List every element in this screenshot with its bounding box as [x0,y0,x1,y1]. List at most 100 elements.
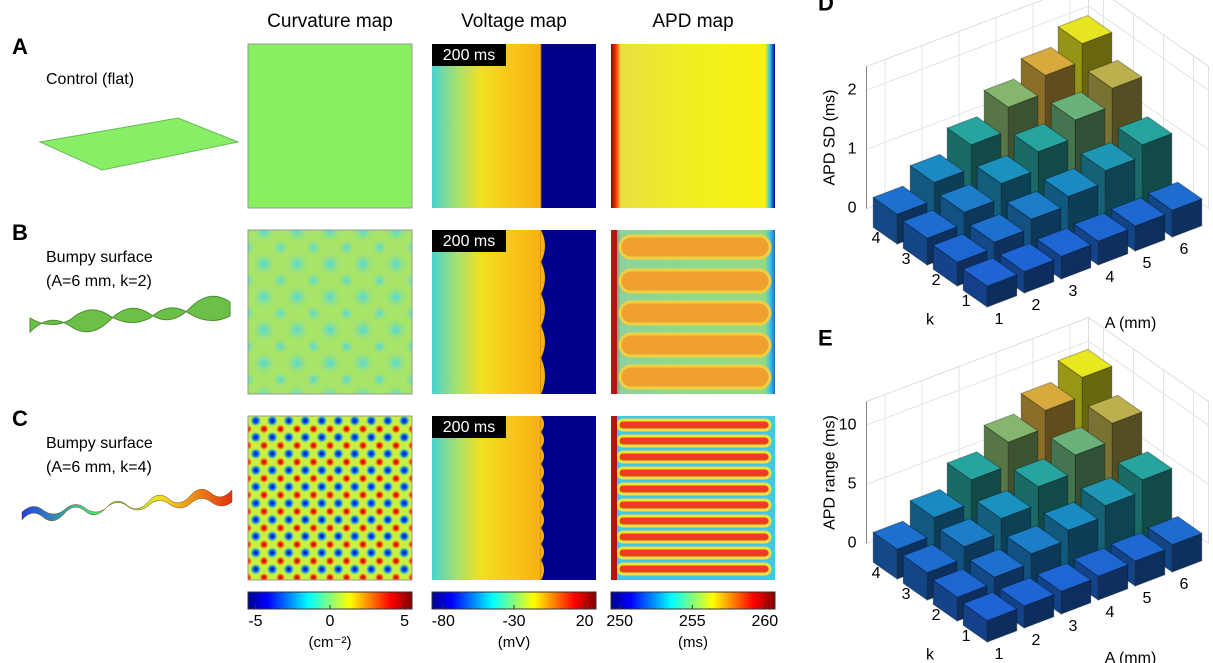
bar-top [1147,181,1203,211]
x-tick-label: 1 [995,311,1004,328]
x-tick-label: 6 [1180,576,1189,593]
bar-top [946,451,1002,481]
bumpy-surface-k2 [29,295,231,334]
z-tick-label: 2 [848,81,857,98]
bar-top [1117,116,1173,146]
bar-top [1073,547,1129,577]
row-label: Control (flat) [46,71,134,88]
bar-top [946,116,1002,146]
bar-top [983,78,1039,108]
apd-map [611,44,775,208]
bar-top [1110,532,1166,562]
bar-top [1013,123,1069,153]
x-tick-label: 2 [1032,632,1041,649]
bar-top [1006,190,1062,220]
bar-top [902,209,958,239]
bar-top [962,257,1018,287]
voltage-map [432,44,596,208]
bar-top [976,489,1032,520]
bar-top [1036,227,1092,257]
column-header: APD map [652,11,733,32]
z-axis-label: APD SD (ms) [822,90,839,186]
z-tick-label: 10 [839,416,857,433]
time-label-bg [432,44,506,66]
time-label: 200 ms [443,233,495,250]
bar-top [1020,46,1076,76]
panel-letter: D [818,0,834,15]
panel-letter: C [12,406,28,431]
k-tick-label: 4 [872,230,881,247]
x-axis-label: A (mm) [1105,650,1157,663]
bar-top [932,568,988,598]
x-axis-label: A (mm) [1105,315,1157,332]
colorbar [610,591,776,610]
curvature-map [247,415,413,581]
row-label: (A=6 mm, k=2) [46,273,152,290]
time-label-bg [432,416,506,438]
bar-top [909,153,965,183]
bar-top [1057,15,1113,45]
bar-top [983,413,1039,443]
z-tick-label: 1 [848,141,857,158]
colorbar-tick-label: 260 [751,613,778,630]
bar-top [939,183,995,213]
x-tick-label: 2 [1032,297,1041,314]
colorbar-tick-label: 5 [400,613,409,630]
wave-front [541,416,544,580]
bar-face [932,579,958,622]
bar-top [1020,381,1076,411]
colorbar-tick-label: 250 [606,613,633,630]
bar-top [909,488,965,518]
bar-face [962,602,988,643]
colorbar-tick-label: 255 [679,613,706,630]
apd-bands [618,234,772,390]
colorbar-tick-label: -30 [502,613,525,630]
row-label: (A=6 mm, k=4) [46,459,152,476]
bar-top [939,518,995,548]
k-axis-label: k [926,647,935,663]
x-tick-label: 4 [1106,604,1115,621]
x-tick-label: 1 [995,646,1004,663]
bar-top [969,548,1025,578]
bar-top [969,213,1025,243]
z-tick-label: 5 [848,476,857,493]
curvature-map [247,229,413,395]
bar-top [999,242,1055,273]
colorbar-tick-label: 0 [326,613,335,630]
colorbar-tick-label: -80 [432,613,455,630]
bar-top [872,520,928,550]
bar-top [1050,426,1106,456]
curvature-map [247,43,413,209]
x-tick-label: 3 [1069,618,1078,635]
x-tick-label: 5 [1143,590,1152,607]
bar-top [1036,562,1092,592]
k-tick-label: 1 [962,293,971,310]
time-label-bg [432,230,506,252]
bar-top [1080,142,1136,172]
colorbar-unit: (cm⁻²) [309,634,352,651]
z-tick-label: 0 [848,535,857,552]
apd-edge [611,416,617,580]
bar-top [1013,458,1069,488]
z-axis-label: APD range (ms) [822,415,839,530]
bar-top [1050,91,1106,121]
apd-edge [611,230,617,394]
wave-front [541,230,545,394]
colorbar-tick-label: -5 [248,613,262,630]
x-tick-label: 5 [1143,255,1152,272]
panel-letter: A [12,34,28,59]
colorbar-tick-label: 20 [576,613,594,630]
colorbar-unit: (ms) [678,634,708,651]
voltage-map [432,416,596,580]
bar-top [1043,501,1099,531]
voltage-map [432,230,596,394]
bar-top [1043,167,1099,197]
column-header: Curvature map [267,11,393,32]
colorbar-unit: (mV) [498,634,531,651]
panel-letter: B [12,220,28,245]
k-tick-label: 2 [932,272,941,289]
k-tick-label: 1 [962,628,971,645]
bar-top [1110,197,1166,227]
apd-bands [616,418,772,576]
